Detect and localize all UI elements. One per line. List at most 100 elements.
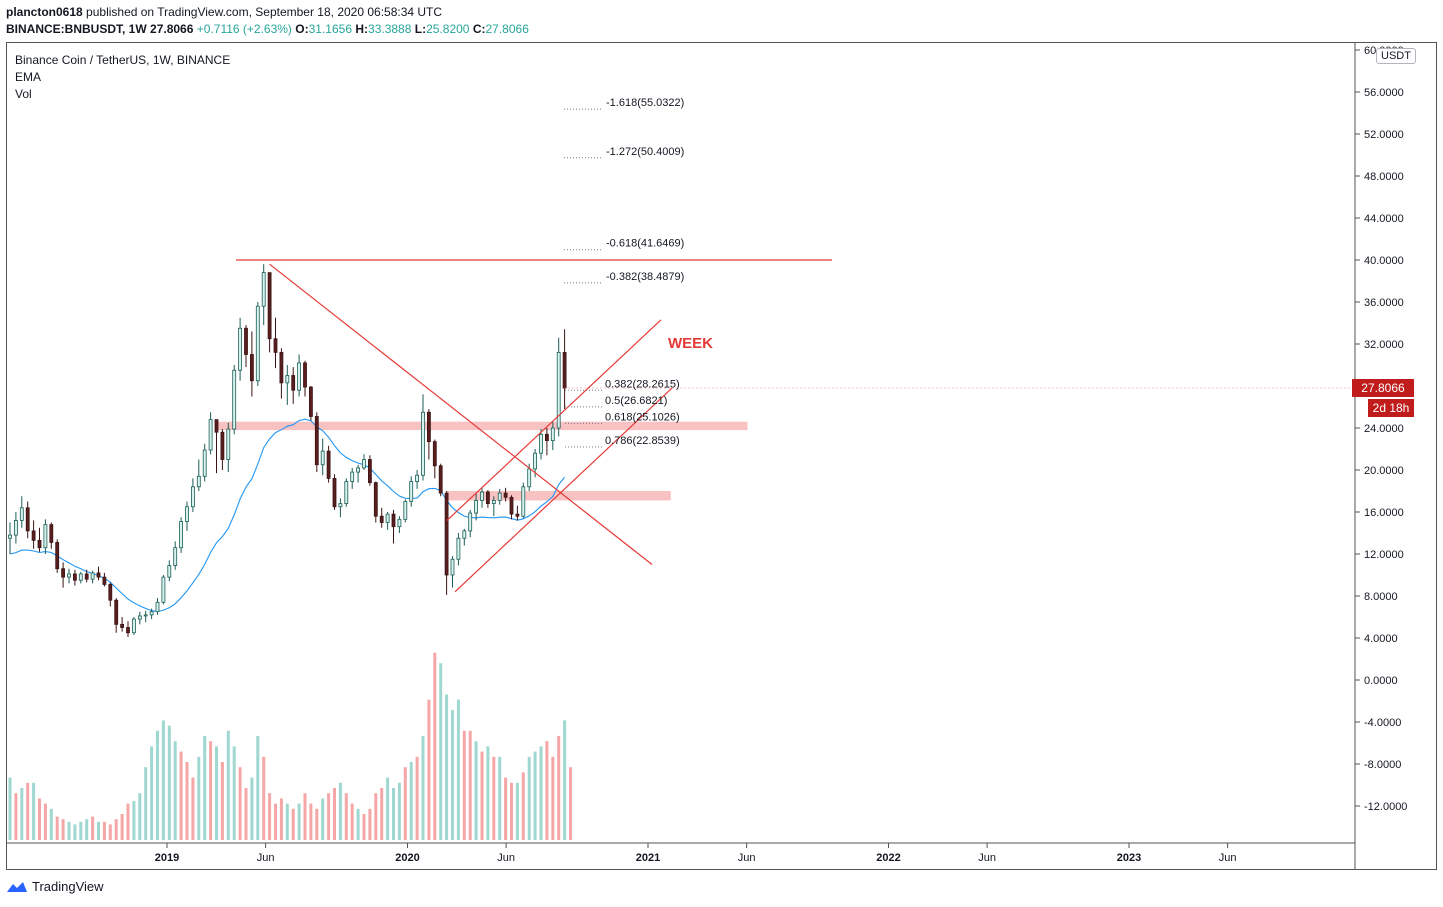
- volume-bar: [197, 756, 201, 840]
- volume-bar: [504, 777, 508, 840]
- x-tick-label: 2022: [876, 852, 900, 864]
- candle-body: [78, 573, 83, 581]
- volume-bar: [138, 793, 142, 840]
- volume-bar: [344, 793, 348, 840]
- candle-body: [438, 465, 443, 494]
- week-annotation: WEEK: [668, 335, 713, 352]
- volume-bar: [244, 788, 248, 840]
- candle-body: [426, 411, 431, 443]
- candle-body: [31, 530, 36, 541]
- candle-body: [350, 471, 355, 482]
- volume-bar: [498, 756, 502, 840]
- candle-body: [468, 512, 473, 532]
- candle-body: [84, 573, 89, 580]
- volume-bar: [209, 741, 213, 840]
- volume-bar: [232, 746, 236, 840]
- legend-vol[interactable]: Vol: [15, 87, 32, 101]
- candle-body: [397, 518, 402, 528]
- candle-body: [391, 513, 396, 528]
- x-tick-label: 2021: [636, 852, 660, 864]
- candle-body: [545, 433, 549, 441]
- channel-lower-line[interactable]: [454, 387, 673, 593]
- candle-body: [8, 534, 12, 539]
- y-tick-label: 12.0000: [1364, 549, 1404, 561]
- volume-bar: [262, 756, 266, 840]
- volume-bar: [285, 803, 289, 840]
- x-tick-label: 2019: [155, 852, 179, 864]
- fib-level-label: -1.618(55.0322): [606, 97, 684, 109]
- volume-bar: [250, 777, 254, 840]
- volume-bar: [492, 756, 496, 840]
- volume-bar: [474, 741, 478, 840]
- volume-bar: [468, 730, 472, 840]
- candle-body: [314, 416, 319, 466]
- volume-bar: [238, 767, 242, 840]
- volume-bar: [427, 699, 431, 840]
- support-zone[interactable]: [446, 491, 671, 501]
- candle-body: [367, 459, 372, 484]
- candle-body: [338, 503, 343, 508]
- candle-body: [421, 411, 425, 476]
- channel-upper-line[interactable]: [446, 319, 662, 521]
- candle-body: [503, 492, 508, 498]
- volume-bar: [356, 808, 360, 840]
- candle-body: [25, 507, 30, 532]
- candle-body: [267, 272, 272, 340]
- candle-body: [285, 375, 290, 384]
- fib-level-label: -0.618(41.6469): [606, 238, 684, 250]
- author-name[interactable]: plancton0618: [6, 5, 83, 19]
- low-value: 25.8200: [426, 22, 470, 36]
- volume-bar: [386, 777, 390, 840]
- candle-body: [73, 573, 77, 581]
- open-value: 31.1656: [308, 22, 353, 36]
- candle-body: [297, 362, 302, 391]
- volume-bar: [527, 756, 531, 840]
- candle-body: [67, 573, 71, 578]
- candle-body: [320, 450, 325, 466]
- y-tick-label: 40.0000: [1364, 255, 1404, 267]
- footer-brand[interactable]: TradingView: [6, 879, 104, 894]
- candle-body: [279, 351, 284, 384]
- y-tick-label: 48.0000: [1364, 171, 1404, 183]
- volume-bar: [362, 814, 366, 840]
- candle-body: [167, 565, 172, 578]
- volume-bar: [185, 762, 189, 840]
- volume-bar: [486, 746, 490, 840]
- descending-trendline[interactable]: [269, 263, 653, 565]
- candle-body: [220, 431, 225, 460]
- volume-bar: [338, 782, 342, 840]
- support-zone[interactable]: [216, 421, 748, 431]
- candle-body: [480, 491, 484, 501]
- volume-bar: [161, 720, 165, 840]
- candle-body: [190, 486, 195, 508]
- candle-body: [120, 623, 124, 628]
- volume-bar: [91, 816, 95, 840]
- volume-bar: [73, 824, 77, 840]
- candle-body: [43, 524, 48, 549]
- close-label: C:: [472, 22, 486, 36]
- candle-body: [415, 474, 420, 482]
- volume-bar: [392, 788, 395, 840]
- volume-bar: [397, 782, 401, 840]
- candle-body: [450, 558, 455, 576]
- fib-level-label: 0.5(26.6821): [605, 395, 667, 407]
- candle-body: [521, 486, 526, 517]
- candle-body: [161, 576, 166, 603]
- volume-bar: [279, 798, 283, 840]
- y-tick-label: 20.0000: [1364, 465, 1404, 477]
- volume-bar: [167, 725, 171, 840]
- candle-body: [255, 305, 260, 382]
- fib-level-label: 0.618(25.1026): [605, 411, 680, 423]
- volume-bar: [43, 803, 47, 840]
- legend-ema[interactable]: EMA: [15, 70, 42, 84]
- volume-bar: [333, 788, 336, 840]
- y-tick-label: -12.0000: [1364, 801, 1407, 813]
- y-tick-label: 36.0000: [1364, 297, 1404, 309]
- volume-bar: [563, 720, 567, 840]
- volume-bar: [173, 741, 177, 840]
- candle-body: [485, 491, 490, 504]
- countdown-badge: 2d 18h: [1368, 399, 1414, 417]
- currency-label[interactable]: USDT: [1376, 48, 1416, 64]
- candle-body: [55, 542, 60, 570]
